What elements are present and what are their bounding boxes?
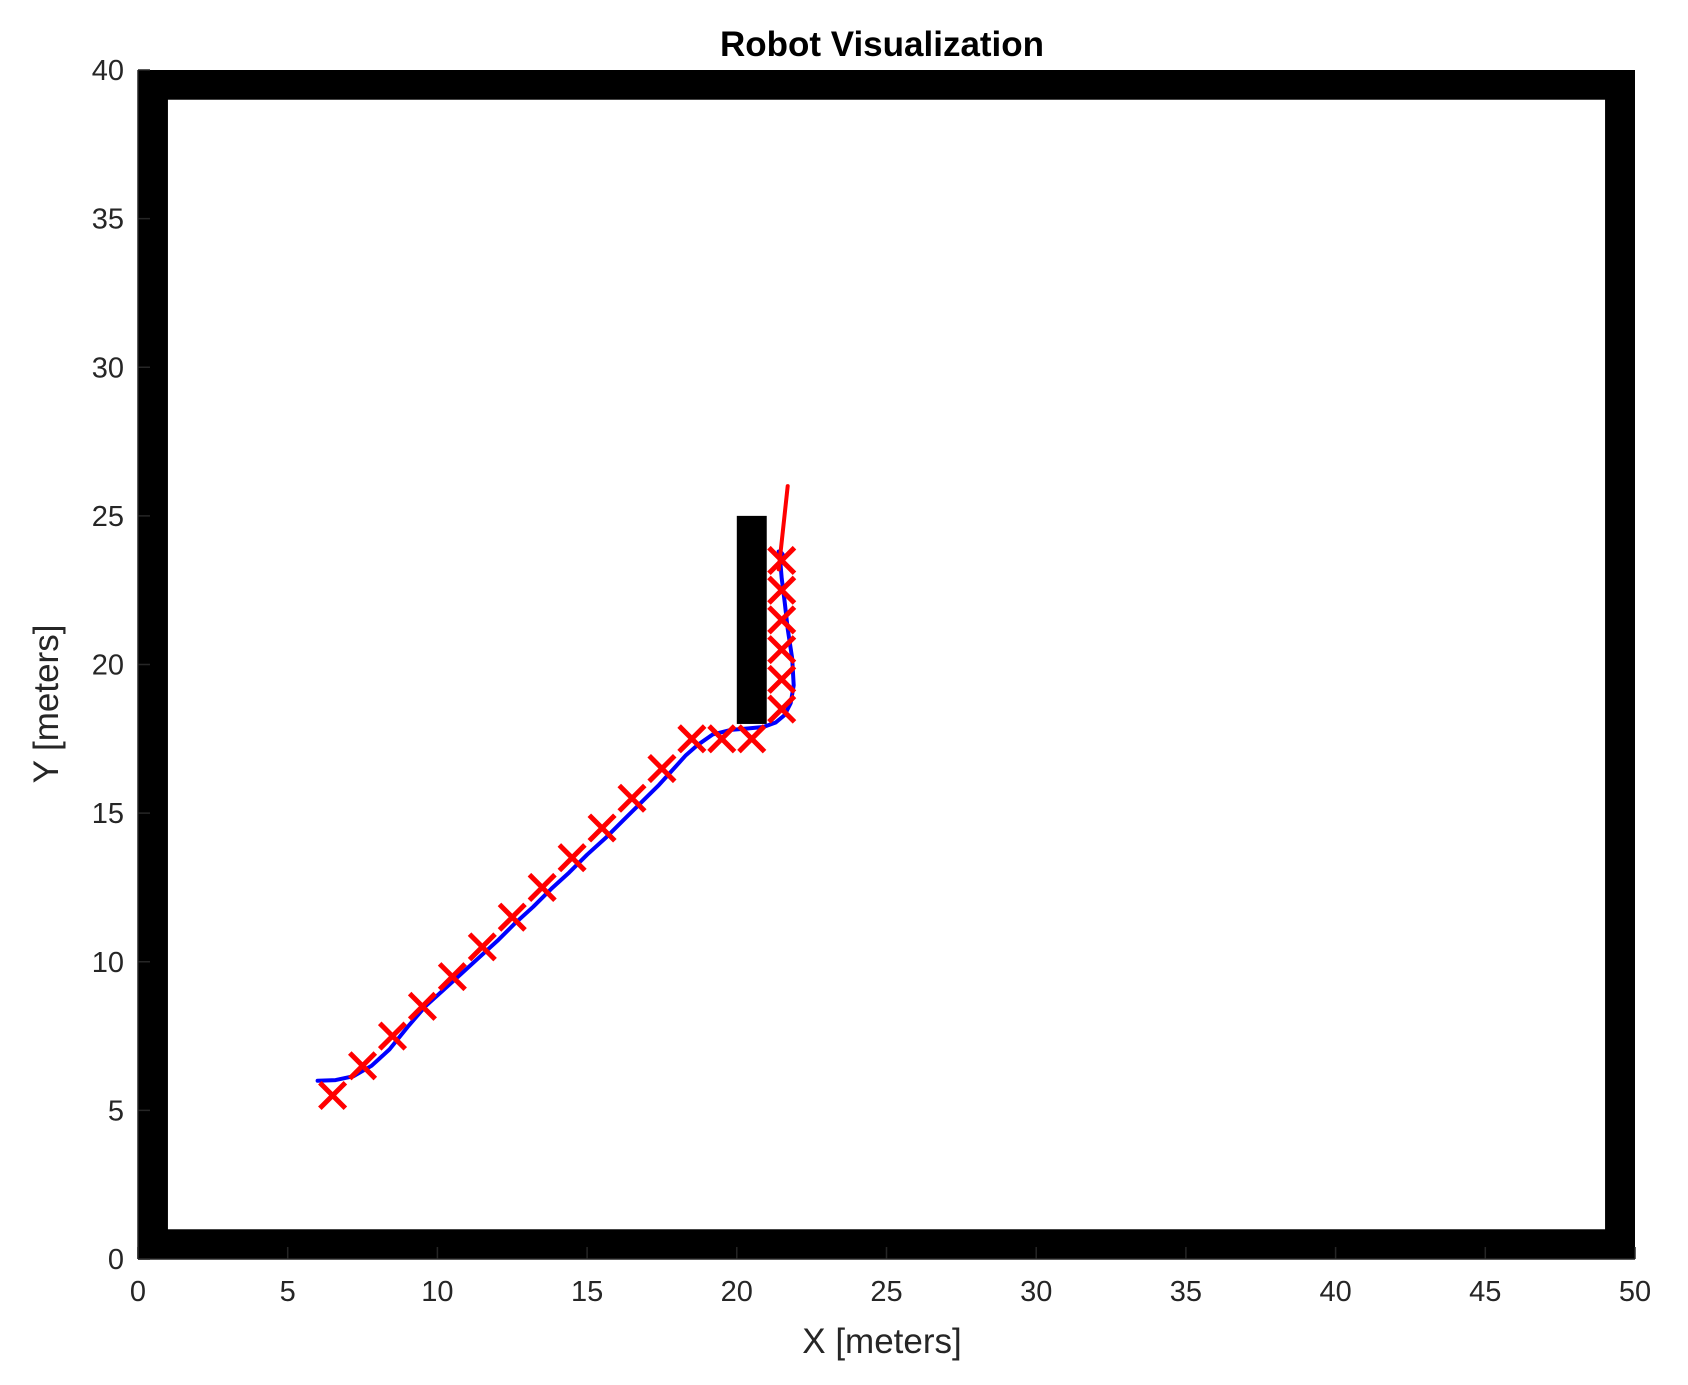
waypoint-marker <box>527 872 557 902</box>
waypoint-marker <box>318 1080 348 1111</box>
waypoint-marker-stroke <box>767 605 797 635</box>
waypoint-marker <box>737 724 767 754</box>
obstacles <box>138 70 1635 1259</box>
x-tick-label: 50 <box>1619 1276 1651 1308</box>
waypoint-marker-stroke <box>767 664 797 694</box>
waypoint-marker <box>767 575 797 605</box>
obstacle-wall-top <box>138 70 1635 100</box>
x-axis-label: X [meters] <box>802 1322 961 1361</box>
waypoint-marker <box>647 754 677 784</box>
y-tick-label: 15 <box>92 798 124 830</box>
waypoint-markers <box>318 545 797 1111</box>
plot-area: 0 5 10 15 20 25 30 35 40 45 50 0 5 10 15 20 25 30 35 40 <box>92 55 1651 1308</box>
waypoint-marker <box>377 1021 408 1051</box>
waypoint-marker <box>437 962 467 992</box>
waypoint-marker <box>407 991 437 1021</box>
y-tick-label: 40 <box>92 55 124 87</box>
axes: 0 5 10 15 20 25 30 35 40 45 50 0 5 10 15 20 25 30 35 40 <box>92 55 1651 1308</box>
y-tick-label: 5 <box>108 1095 124 1127</box>
x-tick-label: 30 <box>1020 1276 1052 1308</box>
y-tick-label: 35 <box>92 204 124 236</box>
waypoint-marker-stroke <box>767 635 797 665</box>
chart-title: Robot Visualization <box>720 25 1044 64</box>
waypoint-marker-stroke <box>557 843 587 873</box>
waypoint-marker <box>677 724 707 754</box>
x-tick-label: 0 <box>130 1276 146 1308</box>
waypoint-marker <box>348 1051 378 1081</box>
y-axis-label: Y [meters] <box>27 625 66 784</box>
obstacle-inner-block <box>736 515 767 724</box>
waypoint-marker-stroke <box>767 575 797 605</box>
waypoint-marker-stroke <box>437 962 467 992</box>
x-tick-label: 45 <box>1469 1276 1501 1308</box>
waypoint-marker <box>557 843 587 873</box>
x-tick-label: 25 <box>870 1276 902 1308</box>
waypoint-marker <box>707 724 737 754</box>
x-tick-label: 35 <box>1170 1276 1202 1308</box>
waypoint-marker-stroke <box>767 694 797 724</box>
waypoint-marker <box>467 932 497 962</box>
waypoint-marker-stroke <box>737 724 767 754</box>
waypoint-marker-stroke <box>587 813 617 843</box>
y-tick-label: 20 <box>92 650 124 682</box>
obstacle-wall-right <box>1605 70 1635 1259</box>
waypoint-marker-stroke <box>647 754 677 784</box>
waypoint-marker <box>767 664 797 694</box>
y-tick-label: 10 <box>92 947 124 979</box>
waypoint-marker-stroke <box>467 932 497 962</box>
x-tick-label: 40 <box>1319 1276 1351 1308</box>
y-tick-label: 25 <box>92 501 124 533</box>
waypoint-marker-stroke <box>407 991 437 1021</box>
waypoint-marker <box>497 902 527 932</box>
waypoint-marker <box>617 783 647 813</box>
waypoint-marker <box>587 813 617 843</box>
x-tick-label: 15 <box>571 1276 603 1308</box>
x-tick-label: 20 <box>721 1276 753 1308</box>
waypoint-marker-stroke <box>707 724 737 754</box>
waypoint-marker-stroke <box>377 1021 408 1051</box>
waypoint-marker <box>767 694 797 724</box>
waypoint-marker-stroke <box>617 783 647 813</box>
x-tick-label: 10 <box>421 1276 453 1308</box>
waypoint-marker-stroke <box>527 872 557 902</box>
waypoint-marker-stroke <box>677 724 707 754</box>
waypoint-marker <box>767 635 797 665</box>
waypoint-marker-stroke <box>348 1051 378 1081</box>
waypoint-marker <box>767 605 797 635</box>
x-tick-label: 5 <box>280 1276 296 1308</box>
y-tick-label: 0 <box>108 1244 124 1276</box>
waypoint-marker-stroke <box>318 1080 348 1111</box>
y-tick-label: 30 <box>92 352 124 384</box>
waypoint-marker-stroke <box>497 902 527 932</box>
waypoint-marker <box>767 545 797 575</box>
waypoint-marker-stroke <box>767 545 797 575</box>
